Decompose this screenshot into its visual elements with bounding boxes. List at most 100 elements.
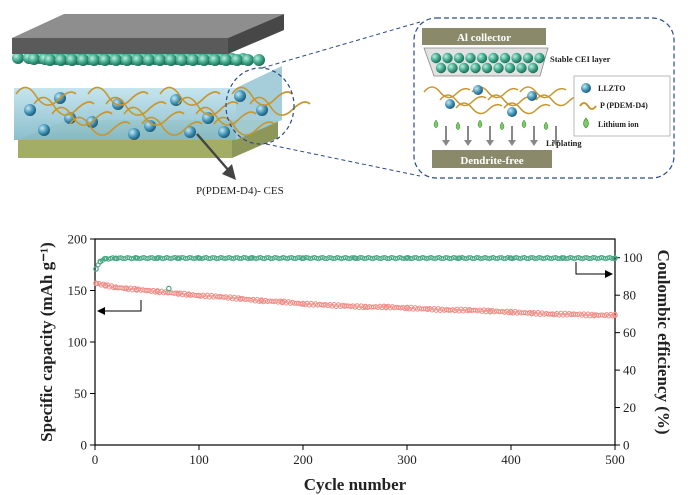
- battery-schematic: P(PDEM-D4)- CES: [12, 14, 421, 197]
- polymer-fiber: [213, 116, 275, 136]
- llzto-particle: [144, 120, 156, 132]
- llzto-particle: [202, 112, 214, 124]
- capacity-axis-arrow: [100, 300, 142, 312]
- cathode-bead: [143, 54, 155, 66]
- llzto-particle: [256, 104, 268, 116]
- cei-bead: [493, 62, 504, 74]
- efficiency-point: [451, 254, 457, 260]
- x-tick-label: 200: [293, 452, 313, 467]
- cei-bead: [481, 62, 493, 74]
- li-plating-label: Li plating: [546, 138, 582, 148]
- cathode-bead: [44, 54, 56, 66]
- polymer-fiber: [33, 96, 95, 116]
- x-tick-label: 400: [501, 452, 521, 467]
- polymer-fibers: [15, 86, 311, 136]
- cathode-bead: [28, 53, 40, 65]
- efficiency-point: [128, 256, 134, 262]
- cathode-bead: [187, 54, 199, 66]
- polymer-fiber: [69, 116, 131, 136]
- cei-bead: [499, 52, 511, 64]
- y-left-tick-label: 50: [74, 386, 87, 401]
- efficiency-axis-arrowhead: [605, 270, 613, 278]
- cei-bead: [522, 52, 534, 64]
- cei-bead: [458, 62, 470, 74]
- efficiency-series: [93, 254, 618, 272]
- plot-frame: [94, 238, 616, 446]
- top-plate-top: [12, 14, 284, 38]
- cei-beads: [430, 52, 545, 74]
- dendrite-free-bar: [432, 150, 552, 168]
- cei-bead: [516, 62, 527, 74]
- inset-fiber: [423, 86, 471, 99]
- legend-lithium-ion: Lithium ion: [598, 120, 639, 129]
- cathode-bead: [176, 54, 188, 66]
- al-collector-bar: [422, 28, 546, 45]
- inset-llzto-particle: [445, 99, 455, 109]
- y-right-tick-label: 80: [623, 288, 636, 303]
- efficiency-point: [509, 256, 515, 262]
- cathode-bead: [121, 54, 133, 66]
- cathode-bead: [132, 54, 144, 66]
- cei-bead: [488, 52, 499, 64]
- capacity-series: [93, 280, 618, 319]
- x-axis-label: Cycle number: [304, 475, 407, 494]
- inset-fiber: [439, 94, 487, 107]
- polymer-fiber: [51, 106, 113, 126]
- cathode-bead: [253, 54, 265, 66]
- efficiency-point: [567, 254, 573, 260]
- annotation-points: [166, 285, 172, 292]
- cathode-bead: [55, 54, 67, 66]
- cei-bead: [534, 52, 545, 64]
- y-axis-right-label: Coulombic efficiency (%): [654, 249, 673, 434]
- plating-arrowhead: [486, 140, 494, 146]
- cathode-bead: [198, 54, 210, 66]
- polymer-fiber: [177, 96, 239, 116]
- dendrite-free-label: Dendrite-free: [460, 155, 523, 167]
- y-left-tick-label: 100: [68, 335, 88, 350]
- lithium-ion: [433, 119, 439, 129]
- plating-arrowhead: [464, 140, 472, 146]
- cathode-bead: [99, 54, 111, 66]
- polymer-fiber: [159, 86, 221, 106]
- zoom-line-bottom: [265, 143, 421, 177]
- y-right-tick-label: 40: [623, 363, 636, 378]
- efficiency-point: [160, 256, 166, 262]
- bottom-electrode-plate-front: [18, 140, 232, 158]
- label-pointer-line: [196, 133, 231, 173]
- polymer-fiber: [141, 116, 203, 136]
- cathode-bead: [66, 54, 78, 66]
- cathode-bead: [242, 54, 254, 66]
- chart: 0 100 200 300 400 500 0 50 100 150 200 0 20 40 60 80 1…: [37, 232, 673, 495]
- polymer-fiber: [105, 96, 167, 116]
- plating-arrowhead: [552, 140, 560, 146]
- right-axis-ticks: 0 20 40 60 80 100: [615, 250, 643, 453]
- x-axis-ticks: 0 100 200 300 400 500: [92, 445, 625, 467]
- outlier-point: [166, 285, 172, 292]
- cathode-bead: [165, 54, 177, 66]
- lithium-ion: [543, 121, 549, 131]
- cei-bead: [470, 62, 481, 74]
- y-right-tick-label: 60: [623, 325, 636, 340]
- efficiency-point: [276, 256, 282, 262]
- llzto-particle: [24, 104, 36, 116]
- lithium-ion: [477, 119, 483, 129]
- y-left-tick-label: 200: [68, 232, 88, 247]
- efficiency-point: [536, 254, 542, 260]
- polymer-fiber: [195, 106, 257, 126]
- y-left-tick-label: 0: [81, 438, 88, 453]
- efficiency-point: [609, 255, 615, 261]
- plating-arrowhead: [508, 140, 516, 146]
- x-tick-label: 100: [189, 452, 209, 467]
- x-tick-label: 0: [92, 452, 99, 467]
- inset-llzto-particle: [527, 91, 537, 101]
- cathode-bead: [231, 54, 243, 66]
- capacity-axis-arrowhead: [97, 307, 105, 315]
- polymer-fiber: [231, 86, 293, 106]
- efficiency-point: [393, 256, 399, 262]
- cei-bead: [453, 52, 465, 64]
- cei-bead: [447, 62, 458, 74]
- efficiency-point: [93, 266, 99, 272]
- plating-arrowhead: [530, 140, 538, 146]
- y-right-tick-label: 100: [623, 250, 643, 265]
